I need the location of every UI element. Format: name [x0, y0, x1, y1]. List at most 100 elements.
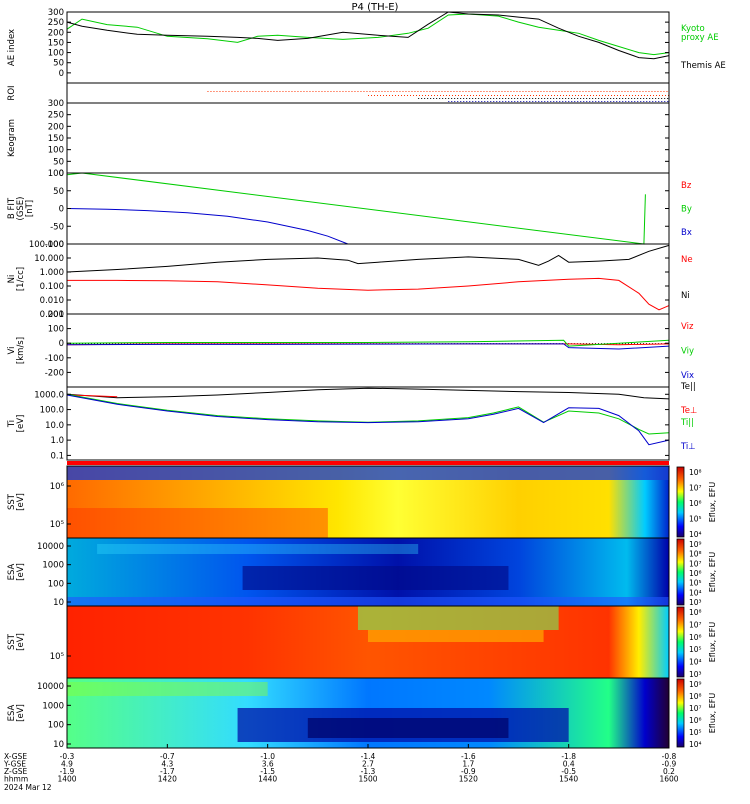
roi-dot [633, 91, 635, 92]
roi-dot [666, 91, 668, 92]
roi-dot [532, 101, 534, 102]
x-row-label: Y-GSE [3, 760, 26, 769]
roi-dot [635, 95, 636, 96]
roi-dot [436, 98, 438, 99]
roi-dot [381, 91, 383, 92]
roi-dot [609, 91, 611, 92]
roi-dot [371, 95, 372, 96]
zero-dot [85, 343, 86, 345]
roi-dot [484, 98, 486, 99]
x-tick-label: -1.3 [361, 767, 376, 776]
roi-dot [522, 91, 524, 92]
roi-dot [592, 98, 594, 99]
roi-dot [581, 95, 582, 96]
roi-dot [330, 91, 332, 92]
roi-dot [474, 91, 476, 92]
y-tick-label: -100 [45, 240, 64, 250]
roi-dot [593, 95, 594, 96]
roi-dot [264, 91, 266, 92]
roi-dot [568, 98, 570, 99]
roi-dot [664, 101, 666, 102]
roi-dot [434, 95, 435, 96]
roi-dot [303, 91, 305, 92]
roi-dot [620, 95, 621, 96]
roi-dot [551, 95, 552, 96]
roi-dot [354, 91, 356, 92]
roi-dot [667, 98, 669, 99]
roi-dot [475, 101, 477, 102]
roi-dot [523, 98, 525, 99]
zero-dot [115, 343, 116, 345]
roi-dot [641, 95, 642, 96]
roi-dot [589, 98, 591, 99]
roi-dot [478, 98, 480, 99]
roi-dot [615, 91, 617, 92]
roi-dot [499, 101, 501, 102]
roi-dot [631, 101, 633, 102]
zero-dot [124, 343, 125, 345]
roi-dot [306, 91, 308, 92]
roi-dot [646, 101, 648, 102]
y-tick-label: 10⁶ [50, 482, 65, 492]
roi-dot [658, 98, 660, 99]
y-tick-label: 100.0 [40, 406, 64, 416]
roi-dot [467, 95, 468, 96]
roi-dot [643, 101, 645, 102]
legend-label: Vix [681, 371, 694, 381]
zero-dot [595, 343, 596, 345]
roi-dot [446, 95, 447, 96]
colorbar-tick-label: 10⁸ [689, 692, 702, 701]
roi-dot [570, 91, 572, 92]
colorbar-tick-label: 10⁵ [689, 728, 702, 737]
y-tick-label: 1.0 [50, 436, 64, 446]
x-tick-label: 4.9 [61, 760, 73, 769]
roi-dot [547, 101, 549, 102]
sst-ion-top-band [67, 466, 669, 480]
roi-dot [395, 95, 396, 96]
roi-dot [604, 98, 606, 99]
y-axis-label: [nT] [25, 200, 35, 217]
roi-dot [521, 95, 522, 96]
y-axis-label: Ti [7, 420, 17, 428]
series-line-ti [66, 394, 670, 446]
roi-dot [565, 98, 567, 99]
roi-dot [645, 91, 647, 92]
y-axis-label: ROI [7, 85, 17, 100]
roi-dot [663, 91, 665, 92]
roi-dot [585, 91, 587, 92]
roi-dot [564, 91, 566, 92]
zero-dot [76, 343, 77, 345]
roi-dot [294, 91, 296, 92]
esa-ion-dark-band [242, 566, 509, 590]
roi-dot [513, 91, 515, 92]
y-axis-label: SST [7, 633, 17, 650]
roi-dot [573, 91, 575, 92]
roi-dot [639, 91, 641, 92]
y-tick-label: 200 [48, 310, 64, 320]
roi-dot [466, 101, 468, 102]
x-tick-label: -1.6 [461, 752, 476, 761]
roi-dot [517, 101, 519, 102]
roi-dot [375, 91, 377, 92]
roi-dot [561, 91, 563, 92]
roi-dot [487, 98, 489, 99]
y-tick-label: -100 [45, 354, 64, 364]
colorbar-tick-label: 10⁷ [689, 620, 702, 629]
legend-label: Kyoto [681, 24, 705, 34]
roi-dot [207, 91, 209, 92]
roi-dot [520, 98, 522, 99]
colorbar-tick-label: 10⁶ [689, 569, 702, 578]
roi-dot [516, 91, 518, 92]
roi-dot [637, 101, 639, 102]
roi-dot [416, 95, 417, 96]
roi-dot [608, 95, 609, 96]
roi-dot [466, 98, 468, 99]
roi-dot [597, 91, 599, 92]
x-tick-label: 1400 [57, 775, 76, 784]
roi-dot [601, 101, 603, 102]
roi-dot [619, 98, 621, 99]
legend-label: Te|| [680, 382, 696, 392]
mode-bar [67, 461, 669, 465]
roi-dot [613, 98, 615, 99]
